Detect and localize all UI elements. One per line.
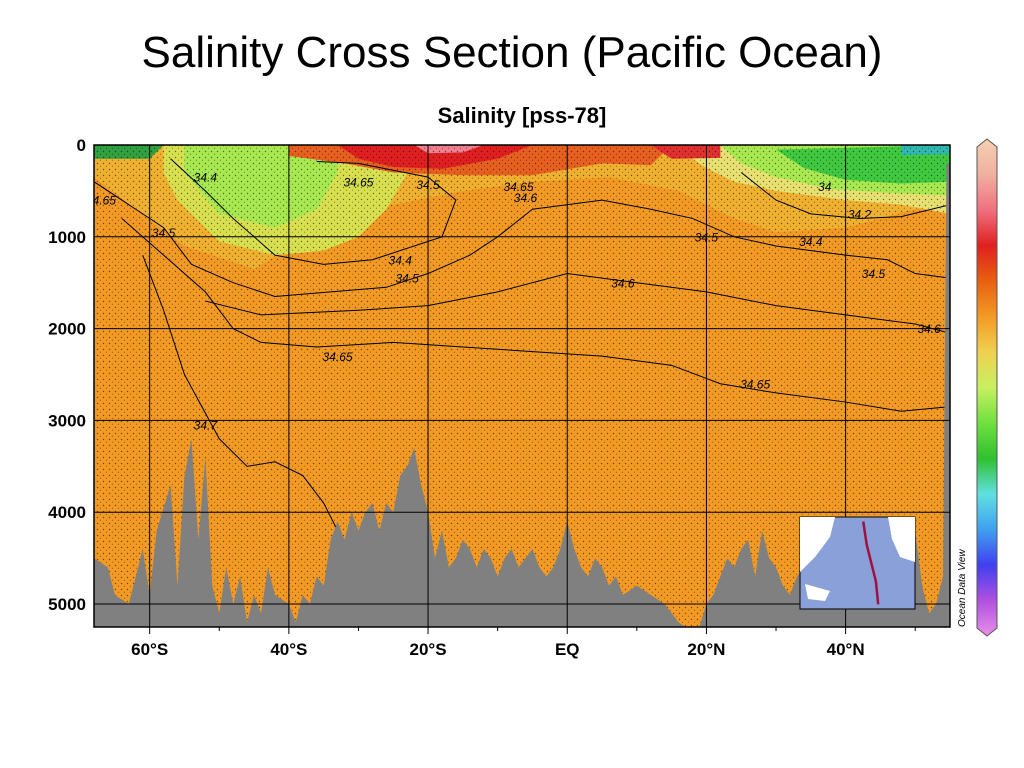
- x-tick-label-3: EQ: [555, 640, 580, 659]
- x-tick-label-2: 20°S: [410, 640, 447, 659]
- y-tick-label-4: 4000: [48, 503, 86, 522]
- contour-label-12: 34.5: [152, 226, 176, 240]
- contour-line-3: [121, 218, 950, 412]
- contour-line-5: [740, 172, 950, 219]
- y-tick-label-0: 0: [77, 136, 86, 155]
- plot-title: Salinity [pss-78]: [438, 103, 607, 128]
- contour-label-5: 34.7: [194, 419, 219, 433]
- x-tick-label-0: 60°S: [131, 640, 168, 659]
- contour-label-17: 34.6: [514, 191, 538, 205]
- x-tick-label-5: 40°N: [827, 640, 865, 659]
- contour-label-18: 34.6: [917, 322, 941, 336]
- contour-line-0: [170, 158, 457, 265]
- contour-line-2: [205, 273, 950, 334]
- y-tick-label-5: 5000: [48, 595, 86, 614]
- contour-label-7: 34.4: [799, 235, 823, 249]
- y-tick-label-1: 1000: [48, 228, 86, 247]
- axes: 0 1000 2000 3000 4000 5000 60°S 40°S 20°S EQ 20°N 4…: [48, 136, 951, 659]
- contour-label-1: 34.5: [395, 272, 419, 286]
- x-tick-label-4: 20°N: [687, 640, 725, 659]
- inset-land-east: [888, 517, 915, 562]
- credit-text: Ocean Data View: [957, 549, 968, 627]
- x-tick-label-1: 40°S: [270, 640, 307, 659]
- contour-label-3: 34.65: [323, 350, 353, 364]
- contour-label-16: 34.65: [504, 180, 534, 194]
- plot-frame: [93, 144, 951, 628]
- contour-label-10: 34: [818, 180, 832, 194]
- inset-land-south: [805, 584, 830, 601]
- contour-label-13: 34.4: [194, 171, 218, 185]
- contour-line-4: [142, 254, 339, 531]
- contour-label-4: 34.65: [740, 377, 770, 391]
- colorbar: [976, 138, 998, 637]
- contour-label-14: 34.65: [343, 175, 373, 189]
- contour-label-8: 34.5: [862, 267, 886, 281]
- contour-label-11: 34.65: [86, 194, 116, 208]
- y-tick-label-3: 3000: [48, 411, 86, 430]
- slide-title: Salinity Cross Section (Pacific Ocean): [141, 28, 883, 77]
- colorbar-scale: [976, 138, 998, 637]
- contour-label-0: 34.4: [389, 253, 413, 267]
- contour-label-2: 34.6: [611, 276, 635, 290]
- inset-map: [799, 516, 916, 610]
- inset-track: [862, 521, 880, 605]
- y-tick-label-2: 2000: [48, 320, 86, 339]
- contour-label-9: 34.2: [848, 207, 872, 221]
- inset-land-west: [800, 517, 835, 572]
